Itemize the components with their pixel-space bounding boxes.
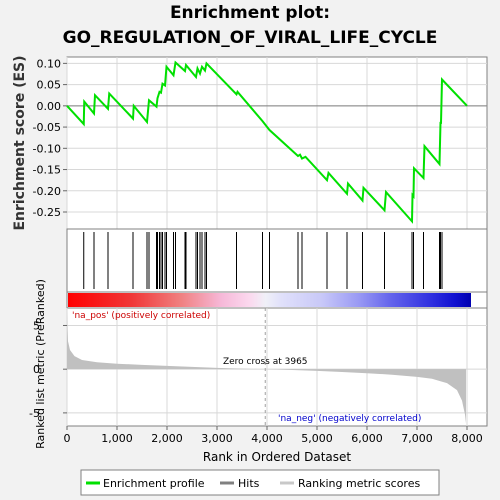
zero-cross-label: Zero cross at 3965 [223,357,308,367]
metric-x-tick-label: 0 [64,432,71,445]
metric-x-tick-label: 1,000 [101,432,133,445]
chart-title-line-2: GO_REGULATION_OF_VIRAL_LIFE_CYCLE [62,28,438,48]
neg-correlated-label: 'na_neg' (negatively correlated) [278,414,421,424]
metric-x-tick-label: 7,000 [401,432,433,445]
es-y-tick-label: -0.15 [33,164,61,177]
es-y-tick-label: 0.10 [37,57,62,70]
es-y-tick-label: -0.10 [33,142,61,155]
legend-box [80,469,440,496]
metric-x-tick-label: 8,000 [451,432,483,445]
ranking-metric-area [67,312,466,424]
es-y-tick-label: 0.05 [37,79,62,92]
metric-x-ticks: 0 1,000 2,000 3,000 4,000 5,000 6,000 7,000 8,00… [64,426,483,445]
metric-x-tick-label: 3,000 [201,432,233,445]
es-y-tick-label: -0.25 [33,206,61,219]
legend-enrichment-profile-label: Enrichment profile [103,477,205,490]
metric-y-tick-label: -5 [29,407,40,420]
metric-x-tick-label: 6,000 [351,432,383,445]
es-y-tick-label: -0.05 [33,121,61,134]
metric-x-axis-label: Rank in Ordered Dataset [203,450,351,464]
es-panel-frame [66,56,488,230]
metric-y-tick-label: 5 [33,319,40,332]
metric-y-axis-label: Ranked list metric (PreRanked) [34,279,47,449]
metric-y-tick-label: 0 [33,363,40,376]
es-y-axis-label: Enrichment score (ES) [12,55,28,230]
hits-panel-frame [66,228,488,293]
metric-x-tick-label: 4,000 [251,432,283,445]
metric-y-ticks: 5 0 -5 [29,319,67,420]
legend-ranking-metric-label: Ranking metric scores [298,477,420,490]
rank-color-bar [68,293,471,307]
enrichment-profile-line [66,60,468,224]
es-y-ticks: 0.10 0.05 0.00 -0.05 -0.10 -0.15 -0.20 -0.25 [33,57,67,219]
pos-correlated-label: 'na_pos' (positively correlated) [72,311,210,321]
es-y-tick-label: -0.20 [33,185,61,198]
metric-x-tick-label: 5,000 [301,432,333,445]
legend-hits-label: Hits [238,477,260,490]
chart-title-line-1: Enrichment plot: [169,3,331,23]
hits [83,232,443,289]
metric-x-tick-label: 2,000 [151,432,183,445]
es-y-tick-label: 0.00 [37,100,62,113]
